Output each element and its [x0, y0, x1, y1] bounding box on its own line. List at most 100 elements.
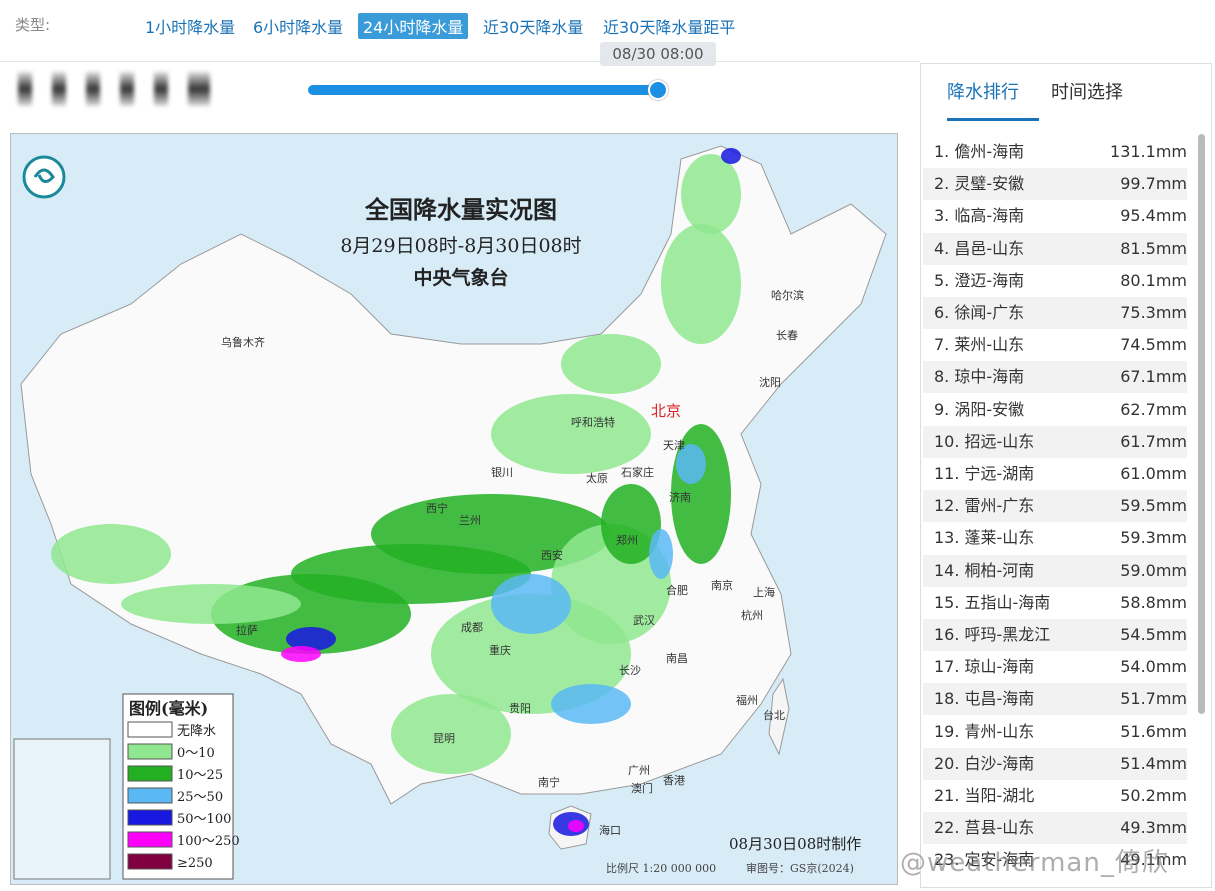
precip-amount: 61.0mm	[1120, 464, 1187, 483]
station-name: 2. 灵璧-安徽	[934, 174, 1025, 194]
city-label: 天津	[663, 439, 685, 452]
station-name: 16. 呼玛-黑龙江	[934, 625, 1051, 644]
station-name: 9. 涡阳-安徽	[934, 399, 1025, 419]
city-label: 杭州	[741, 608, 763, 622]
legend-swatch	[127, 831, 173, 848]
station-name: 5. 澄迈-海南	[934, 270, 1025, 290]
city-label: 沈阳	[759, 375, 781, 389]
legend-label: 0～10	[177, 746, 215, 761]
city-label: 贵阳	[509, 702, 531, 715]
ranking-row: 8. 琼中-海南 67.1mm	[923, 361, 1187, 394]
legend-label: 10～25	[177, 768, 223, 783]
station-name: 23. 定安-海南	[934, 850, 1035, 870]
type-tab[interactable]: 1小时降水量	[145, 18, 236, 37]
scrollbar[interactable]	[1198, 134, 1205, 714]
city-label: 合肥	[666, 583, 688, 597]
rain-areas	[51, 148, 741, 836]
logo	[22, 155, 66, 199]
station-name: 21. 当阳-湖北	[934, 786, 1035, 805]
separator	[0, 61, 920, 62]
time-tooltip: 08/30 08:00	[600, 42, 716, 66]
map-title: 全国降水量实况图	[364, 195, 557, 224]
station-name: 8. 琼中-海南	[934, 367, 1025, 387]
rain-area	[721, 148, 741, 164]
station-name: 15. 五指山-海南	[934, 592, 1051, 612]
approval: 审图号：GS京(2024)	[746, 861, 854, 875]
station-name: 17. 琼山-海南	[934, 657, 1035, 677]
ranking-row: 19. 青州-山东 51.6mm	[923, 716, 1187, 748]
type-tab[interactable]: 近30天降水量距平	[603, 18, 736, 37]
city-label: 长沙	[619, 664, 641, 677]
station-name: 11. 宁远-湖南	[934, 464, 1035, 483]
precip-amount: 95.4mm	[1120, 206, 1187, 226]
type-tab[interactable]: 近30天降水量	[483, 18, 584, 37]
ranking-row: 7. 莱州-山东 74.5mm	[923, 329, 1187, 361]
city-label: 南昌	[666, 652, 688, 665]
legend-swatch	[127, 787, 173, 804]
precip-amount: 49.3mm	[1120, 818, 1187, 838]
precip-amount: 59.0mm	[1120, 560, 1187, 580]
precip-amount: 51.6mm	[1120, 721, 1187, 741]
legend-label: 无降水	[177, 724, 216, 739]
rain-area	[491, 394, 651, 474]
ranking-row: 20. 白沙-海南 51.4mm	[923, 747, 1187, 780]
city-label: 拉萨	[236, 623, 258, 637]
ranking-row: 5. 澄迈-海南 80.1mm	[923, 265, 1187, 297]
rain-area	[491, 574, 571, 634]
watermark: @weatherman_倚欣	[900, 848, 1169, 878]
city-label: 成都	[461, 621, 483, 634]
city-label: 重庆	[489, 643, 511, 657]
blurred-control	[154, 72, 168, 106]
city-label: 西安	[541, 548, 563, 562]
blurred-control	[120, 72, 134, 106]
station-name: 10. 招远-山东	[934, 431, 1035, 451]
city-label: 南宁	[538, 775, 560, 789]
station-name: 7. 莱州-山东	[934, 335, 1025, 355]
legend-title: 图例(毫米)	[129, 699, 208, 718]
precip-amount: 49.1mm	[1120, 850, 1187, 870]
station-name: 12. 雷州-广东	[934, 496, 1035, 516]
ranking-row: 21. 当阳-湖北 50.2mm	[923, 780, 1187, 812]
type-tab[interactable]: 24小时降水量	[358, 13, 469, 39]
legend-label: 25～50	[177, 790, 223, 805]
tab-underline	[947, 118, 1039, 121]
city-label: 台北	[763, 708, 785, 722]
ranking-row: 17. 琼山-海南 54.0mm	[923, 651, 1187, 683]
blurred-control	[52, 72, 66, 106]
logo-mark	[33, 168, 55, 183]
city-label: 兰州	[459, 514, 481, 527]
map-subtitle: 8月29日08时-8月30日08时	[340, 235, 581, 257]
city-label: 济南	[669, 490, 691, 504]
city-label: 武汉	[633, 614, 655, 627]
sidebar-tab[interactable]: 时间选择	[1051, 82, 1123, 103]
rain-area	[649, 529, 673, 579]
station-name: 1. 儋州-海南	[934, 142, 1025, 161]
precip-amount: 61.7mm	[1120, 431, 1187, 451]
station-name: 6. 徐闻-广东	[934, 303, 1025, 322]
precip-amount: 54.0mm	[1120, 657, 1187, 677]
slider-knob[interactable]	[648, 80, 668, 100]
station-name: 19. 青州-山东	[934, 721, 1035, 741]
ranking-row: 2. 灵璧-安徽 99.7mm	[923, 168, 1187, 201]
precip-amount: 99.7mm	[1120, 174, 1187, 194]
precip-amount: 59.5mm	[1120, 496, 1187, 516]
city-label: 哈尔滨	[771, 288, 804, 302]
legend-swatch	[127, 809, 173, 826]
ranking-row: 10. 招远-山东 61.7mm	[923, 425, 1187, 458]
city-label: 海口	[599, 823, 621, 837]
sidebar-tab[interactable]: 降水排行	[947, 82, 1019, 103]
precip-amount: 51.7mm	[1120, 689, 1187, 709]
city-label: 呼和浩特	[571, 415, 615, 429]
legend-swatch	[127, 721, 173, 738]
legend-label: 100～250	[177, 834, 240, 849]
slider-track[interactable]	[308, 85, 658, 95]
city-label: 福州	[736, 693, 758, 707]
station-name: 20. 白沙-海南	[934, 753, 1035, 773]
sidebar: 1. 儋州-海南 131.1mm 2. 灵璧-安徽 99.7mm 3. 临高-海南 95.…	[920, 63, 1212, 888]
city-label: 南京	[711, 578, 733, 592]
ranking-row: 15. 五指山-海南 58.8mm	[923, 587, 1187, 619]
type-tab[interactable]: 6小时降水量	[253, 18, 344, 37]
rain-area	[121, 584, 301, 624]
